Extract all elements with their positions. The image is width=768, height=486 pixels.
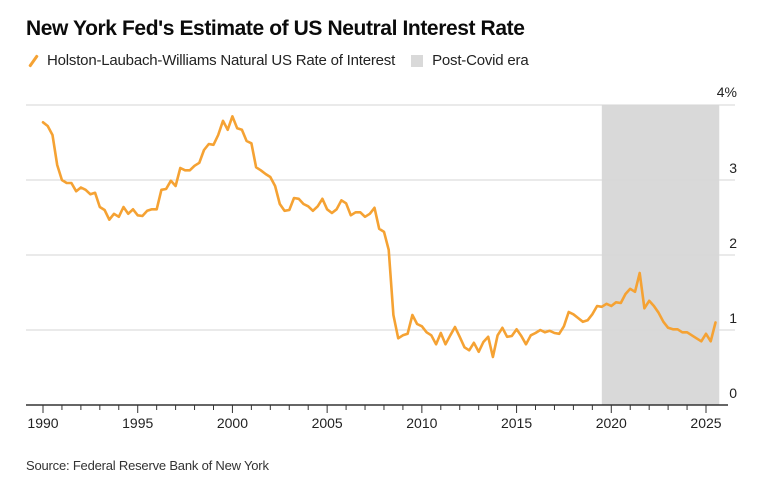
y-tick-label: 2 — [729, 235, 737, 251]
x-tick-label: 2010 — [406, 415, 437, 431]
x-tick-label: 2015 — [501, 415, 532, 431]
x-tick-label: 2025 — [690, 415, 721, 431]
legend-shading-label: Post-Covid era — [432, 52, 529, 69]
x-axis — [26, 404, 728, 413]
x-tick-label: 1990 — [27, 415, 58, 431]
legend-item-series: Holston-Laubach-Williams Natural US Rate… — [26, 52, 395, 69]
legend: Holston-Laubach-Williams Natural US Rate… — [26, 52, 545, 69]
legend-series-label: Holston-Laubach-Williams Natural US Rate… — [47, 52, 396, 69]
y-tick-label: 0 — [729, 385, 737, 401]
x-tick-label: 2020 — [596, 415, 627, 431]
y-tick-label: 3 — [729, 160, 737, 176]
chart-title: New York Fed's Estimate of US Neutral In… — [26, 17, 525, 40]
shading-swatch-icon — [411, 54, 424, 67]
series-layer — [41, 115, 717, 359]
x-axis-labels: 1990 1995 2000 2005 2010 2015 2020 2025 — [27, 415, 721, 431]
gridlines — [26, 104, 735, 331]
y-tick-label: 4% — [717, 84, 737, 100]
y-axis-labels: 0 1 2 3 4% — [717, 84, 737, 401]
y-tick-label: 1 — [729, 310, 737, 326]
legend-item-shading: Post-Covid era — [411, 52, 529, 69]
x-tick-label: 2000 — [217, 415, 248, 431]
x-tick-label: 2005 — [312, 415, 343, 431]
x-tick-label: 1995 — [122, 415, 153, 431]
source-note: Source: Federal Reserve Bank of New York — [26, 458, 269, 473]
